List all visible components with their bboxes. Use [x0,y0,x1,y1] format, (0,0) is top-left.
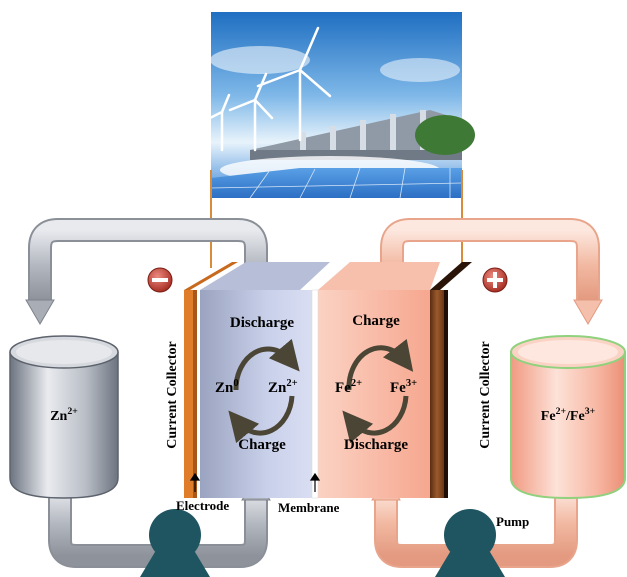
membrane-label: Membrane [278,500,340,515]
cathode-charge-label: Charge [352,313,400,329]
pump-icon [435,509,505,577]
anode-reaction-cycle [228,338,300,444]
anode-charge-label: Charge [238,437,286,453]
right-current-collector [430,290,444,498]
fe3-label: Fe3+ [390,378,417,396]
battery-cell [184,262,472,499]
cathode-reaction-cycle [342,338,414,444]
fe2-label: Fe2+ [335,378,362,396]
anolyte-tank-label: Zn2+ [50,406,78,424]
anode-compartment [200,290,312,498]
anolyte-tank [9,335,119,499]
positive-terminal-badge [482,267,508,293]
left-current-collector [184,290,193,498]
pointer-arrows [189,472,321,492]
pump-icon [140,509,210,577]
right-current-collector-label: Current Collector [478,341,493,448]
cathode-discharge-label: Discharge [344,437,408,453]
catholyte-pipe [371,218,603,568]
left-current-collector-label: Current Collector [165,341,180,448]
renewable-energy-image [208,12,475,199]
negative-terminal-badge [147,267,173,293]
cathode-compartment [318,290,430,498]
pump-label: Pump [496,514,529,529]
zn-ion-label: Zn2+ [268,378,298,396]
catholyte-tank-label: Fe2+/Fe3+ [541,406,596,424]
catholyte-tank [510,335,626,500]
membrane [311,289,319,499]
anode-discharge-label: Discharge [230,315,294,331]
zn-metal-label: Zn0 [215,378,239,396]
electrode-label: Electrode [176,498,229,513]
